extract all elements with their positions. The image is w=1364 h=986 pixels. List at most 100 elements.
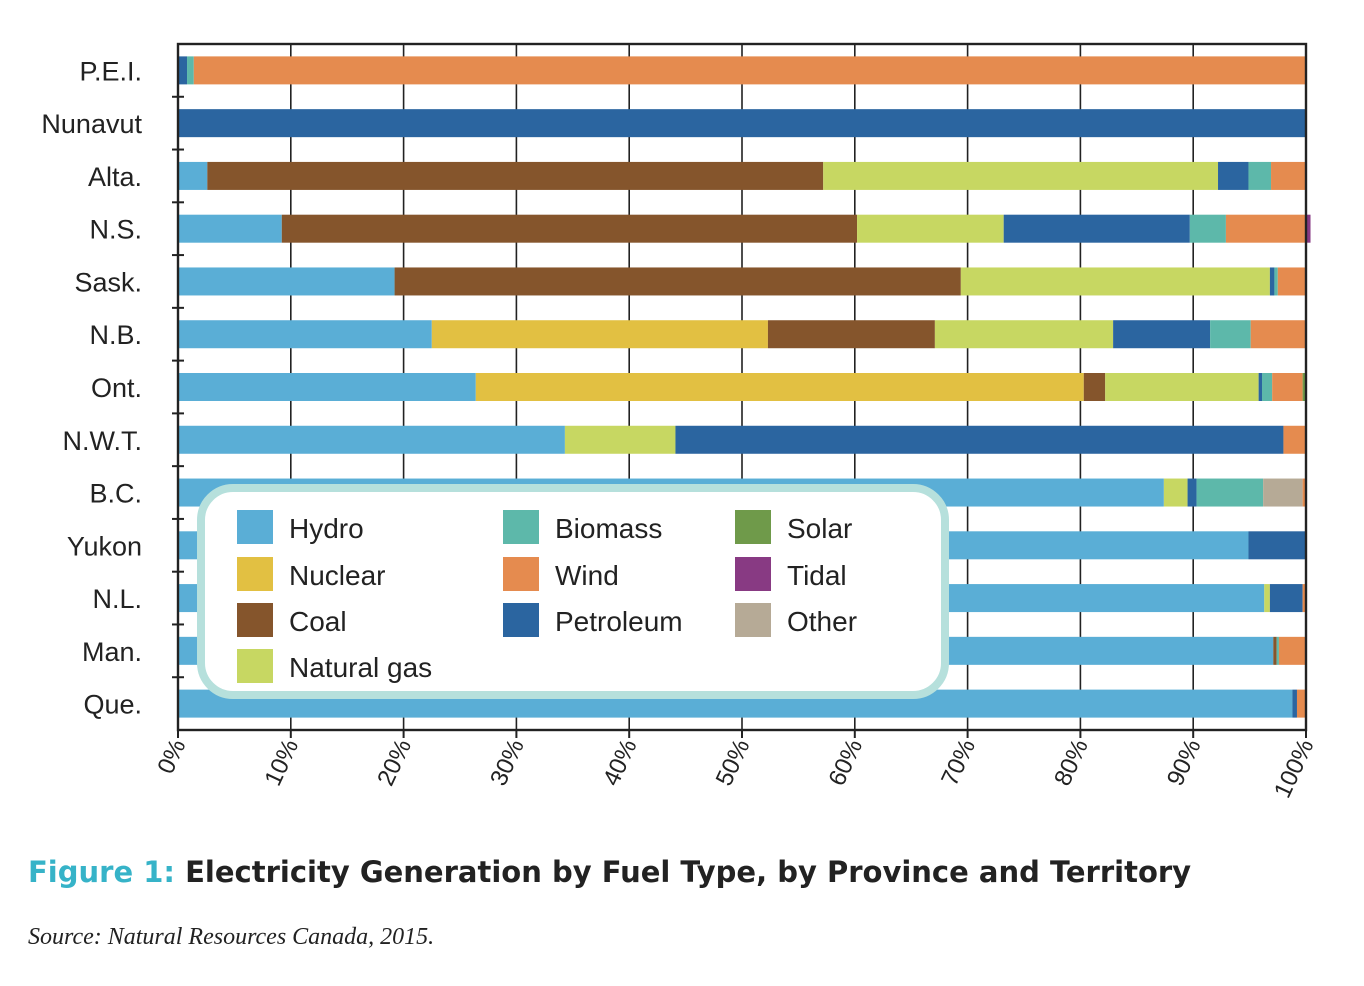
- bar-n-w-t-wind: [1283, 425, 1306, 454]
- y-tick-label: Que.: [83, 690, 142, 720]
- bar-sask-natural-gas: [960, 267, 1270, 296]
- bar-n-b-petroleum: [1113, 320, 1211, 349]
- legend-swatch-hydro: [237, 510, 273, 544]
- bar-n-l-natural-gas: [1264, 584, 1270, 613]
- y-tick-label: Yukon: [67, 531, 142, 561]
- bar-ont-solar: [1302, 373, 1306, 401]
- legend-label-petroleum: Petroleum: [555, 606, 683, 637]
- x-axis-labels: 0% 10% 20% 30% 40% 50% 60% 70% 80% 90% 100%: [152, 735, 1319, 802]
- bar-alta-petroleum: [1218, 161, 1249, 190]
- bar-n-s-biomass: [1189, 214, 1226, 243]
- bar-n-w-t-natural-gas: [564, 425, 676, 454]
- legend-swatch-coal: [237, 603, 273, 637]
- bar-n-s-wind: [1225, 214, 1306, 243]
- legend-swatch-petroleum: [503, 603, 539, 637]
- bar-ont-coal: [1083, 373, 1106, 401]
- y-tick-label: N.L.: [92, 584, 142, 614]
- legend-swatch-biomass: [503, 510, 539, 544]
- bar-p-e-i-wind: [193, 56, 1307, 85]
- figure-label: Figure 1:: [28, 855, 175, 889]
- legend-label-biomass: Biomass: [555, 513, 662, 544]
- bar-man-coal: [1273, 636, 1277, 665]
- legend-label-coal: Coal: [289, 606, 347, 637]
- bar-sask-coal: [394, 267, 961, 296]
- bar-n-s-tidal: [1306, 214, 1311, 243]
- legend-label-hydro: Hydro: [289, 513, 364, 544]
- bar-n-b-coal: [767, 320, 935, 349]
- bar-n-w-t-petroleum: [675, 425, 1284, 454]
- bar-n-b-natural-gas: [934, 320, 1114, 349]
- stacked-bar-chart: P.E.I. Nunavut Alta. N.S. Sask. N.B. Ont. N.W.T…: [41, 42, 1319, 802]
- bar-que-wind: [1296, 689, 1306, 718]
- y-tick-label: N.B.: [89, 320, 142, 350]
- legend-swatch-other: [735, 603, 771, 637]
- y-tick-label: N.W.T.: [63, 426, 143, 456]
- bar-n-s-coal: [281, 214, 858, 243]
- bar-alta-biomass: [1248, 161, 1272, 190]
- bar-p-e-i-biomass: [187, 56, 194, 85]
- x-tick-label: 70%: [936, 735, 981, 790]
- y-axis-labels: P.E.I. Nunavut Alta. N.S. Sask. N.B. Ont. N.W.T…: [41, 56, 142, 719]
- bar-man-biomass: [1276, 636, 1279, 665]
- x-tick-label: 10%: [259, 735, 304, 790]
- y-tick-label: B.C.: [89, 479, 142, 509]
- y-tick-label: Sask.: [74, 267, 142, 297]
- bar-ont-nuclear: [475, 373, 1084, 401]
- source-note: Source: Natural Resources Canada, 2015.: [28, 924, 435, 950]
- y-tick-label: Ont.: [91, 373, 142, 403]
- bar-alta-wind: [1271, 161, 1306, 190]
- y-tick-label: N.S.: [89, 215, 142, 245]
- x-tick-label: 40%: [598, 735, 643, 790]
- bar-yukon-petroleum: [1248, 531, 1306, 560]
- legend-swatch-solar: [735, 510, 771, 544]
- bar-sask-biomass: [1274, 267, 1278, 296]
- x-tick-label: 100%: [1269, 735, 1319, 802]
- bar-alta-natural-gas: [823, 161, 1219, 190]
- bar-alta-hydro: [178, 161, 208, 190]
- bar-b-c-wind: [1302, 478, 1306, 507]
- bar-n-s-petroleum: [1003, 214, 1190, 243]
- y-tick-label: P.E.I.: [79, 56, 142, 86]
- bar-n-w-t-hydro: [178, 425, 565, 454]
- bar-que-petroleum: [1292, 689, 1297, 718]
- bar-man-wind: [1278, 636, 1306, 665]
- x-tick-label: 20%: [372, 735, 417, 790]
- x-tick-label: 50%: [711, 735, 756, 790]
- bar-ont-biomass: [1262, 373, 1273, 401]
- bar-n-b-nuclear: [431, 320, 768, 349]
- bar-n-b-hydro: [178, 320, 432, 349]
- bar-n-s-natural-gas: [857, 214, 1004, 243]
- legend-swatch-tidal: [735, 557, 771, 591]
- bar-b-c-biomass: [1196, 478, 1264, 507]
- x-tick-label: 0%: [152, 735, 191, 778]
- bar-n-b-biomass: [1210, 320, 1251, 349]
- legend-label-natural-gas: Natural gas: [289, 652, 432, 683]
- bar-sask-hydro: [178, 267, 395, 296]
- bar-ont-hydro: [178, 373, 476, 401]
- legend-swatch-nuclear: [237, 557, 273, 591]
- bar-alta-coal: [207, 161, 824, 190]
- bar-b-c-petroleum: [1187, 478, 1197, 507]
- legend-swatch-natural-gas: [237, 649, 273, 683]
- bar-ont-wind: [1272, 373, 1303, 401]
- bar-n-l-wind: [1302, 584, 1306, 613]
- axes: [172, 42, 1308, 738]
- bar-nunavut-petroleum: [178, 109, 1306, 138]
- bar-p-e-i-petroleum: [178, 56, 188, 85]
- figure-title: Electricity Generation by Fuel Type, by …: [185, 855, 1192, 889]
- figure-caption: Figure 1: Electricity Generation by Fuel…: [28, 855, 1191, 889]
- x-tick-label: 60%: [823, 735, 868, 790]
- bar-ont-petroleum: [1258, 373, 1263, 401]
- legend-label-other: Other: [787, 606, 857, 637]
- bar-n-l-petroleum: [1269, 584, 1303, 613]
- bar-b-c-other: [1263, 478, 1303, 507]
- y-tick-label: Man.: [82, 637, 142, 667]
- y-tick-label: Nunavut: [41, 109, 142, 139]
- legend: Hydro Nuclear Coal Natural gas Biomass Wind Pe…: [197, 484, 949, 699]
- x-tick-label: 30%: [485, 735, 530, 790]
- y-tick-label: Alta.: [88, 162, 142, 192]
- legend-label-tidal: Tidal: [787, 560, 847, 591]
- bar-ont-natural-gas: [1105, 373, 1259, 401]
- bar-n-s-hydro: [178, 214, 282, 243]
- legend-label-nuclear: Nuclear: [289, 560, 385, 591]
